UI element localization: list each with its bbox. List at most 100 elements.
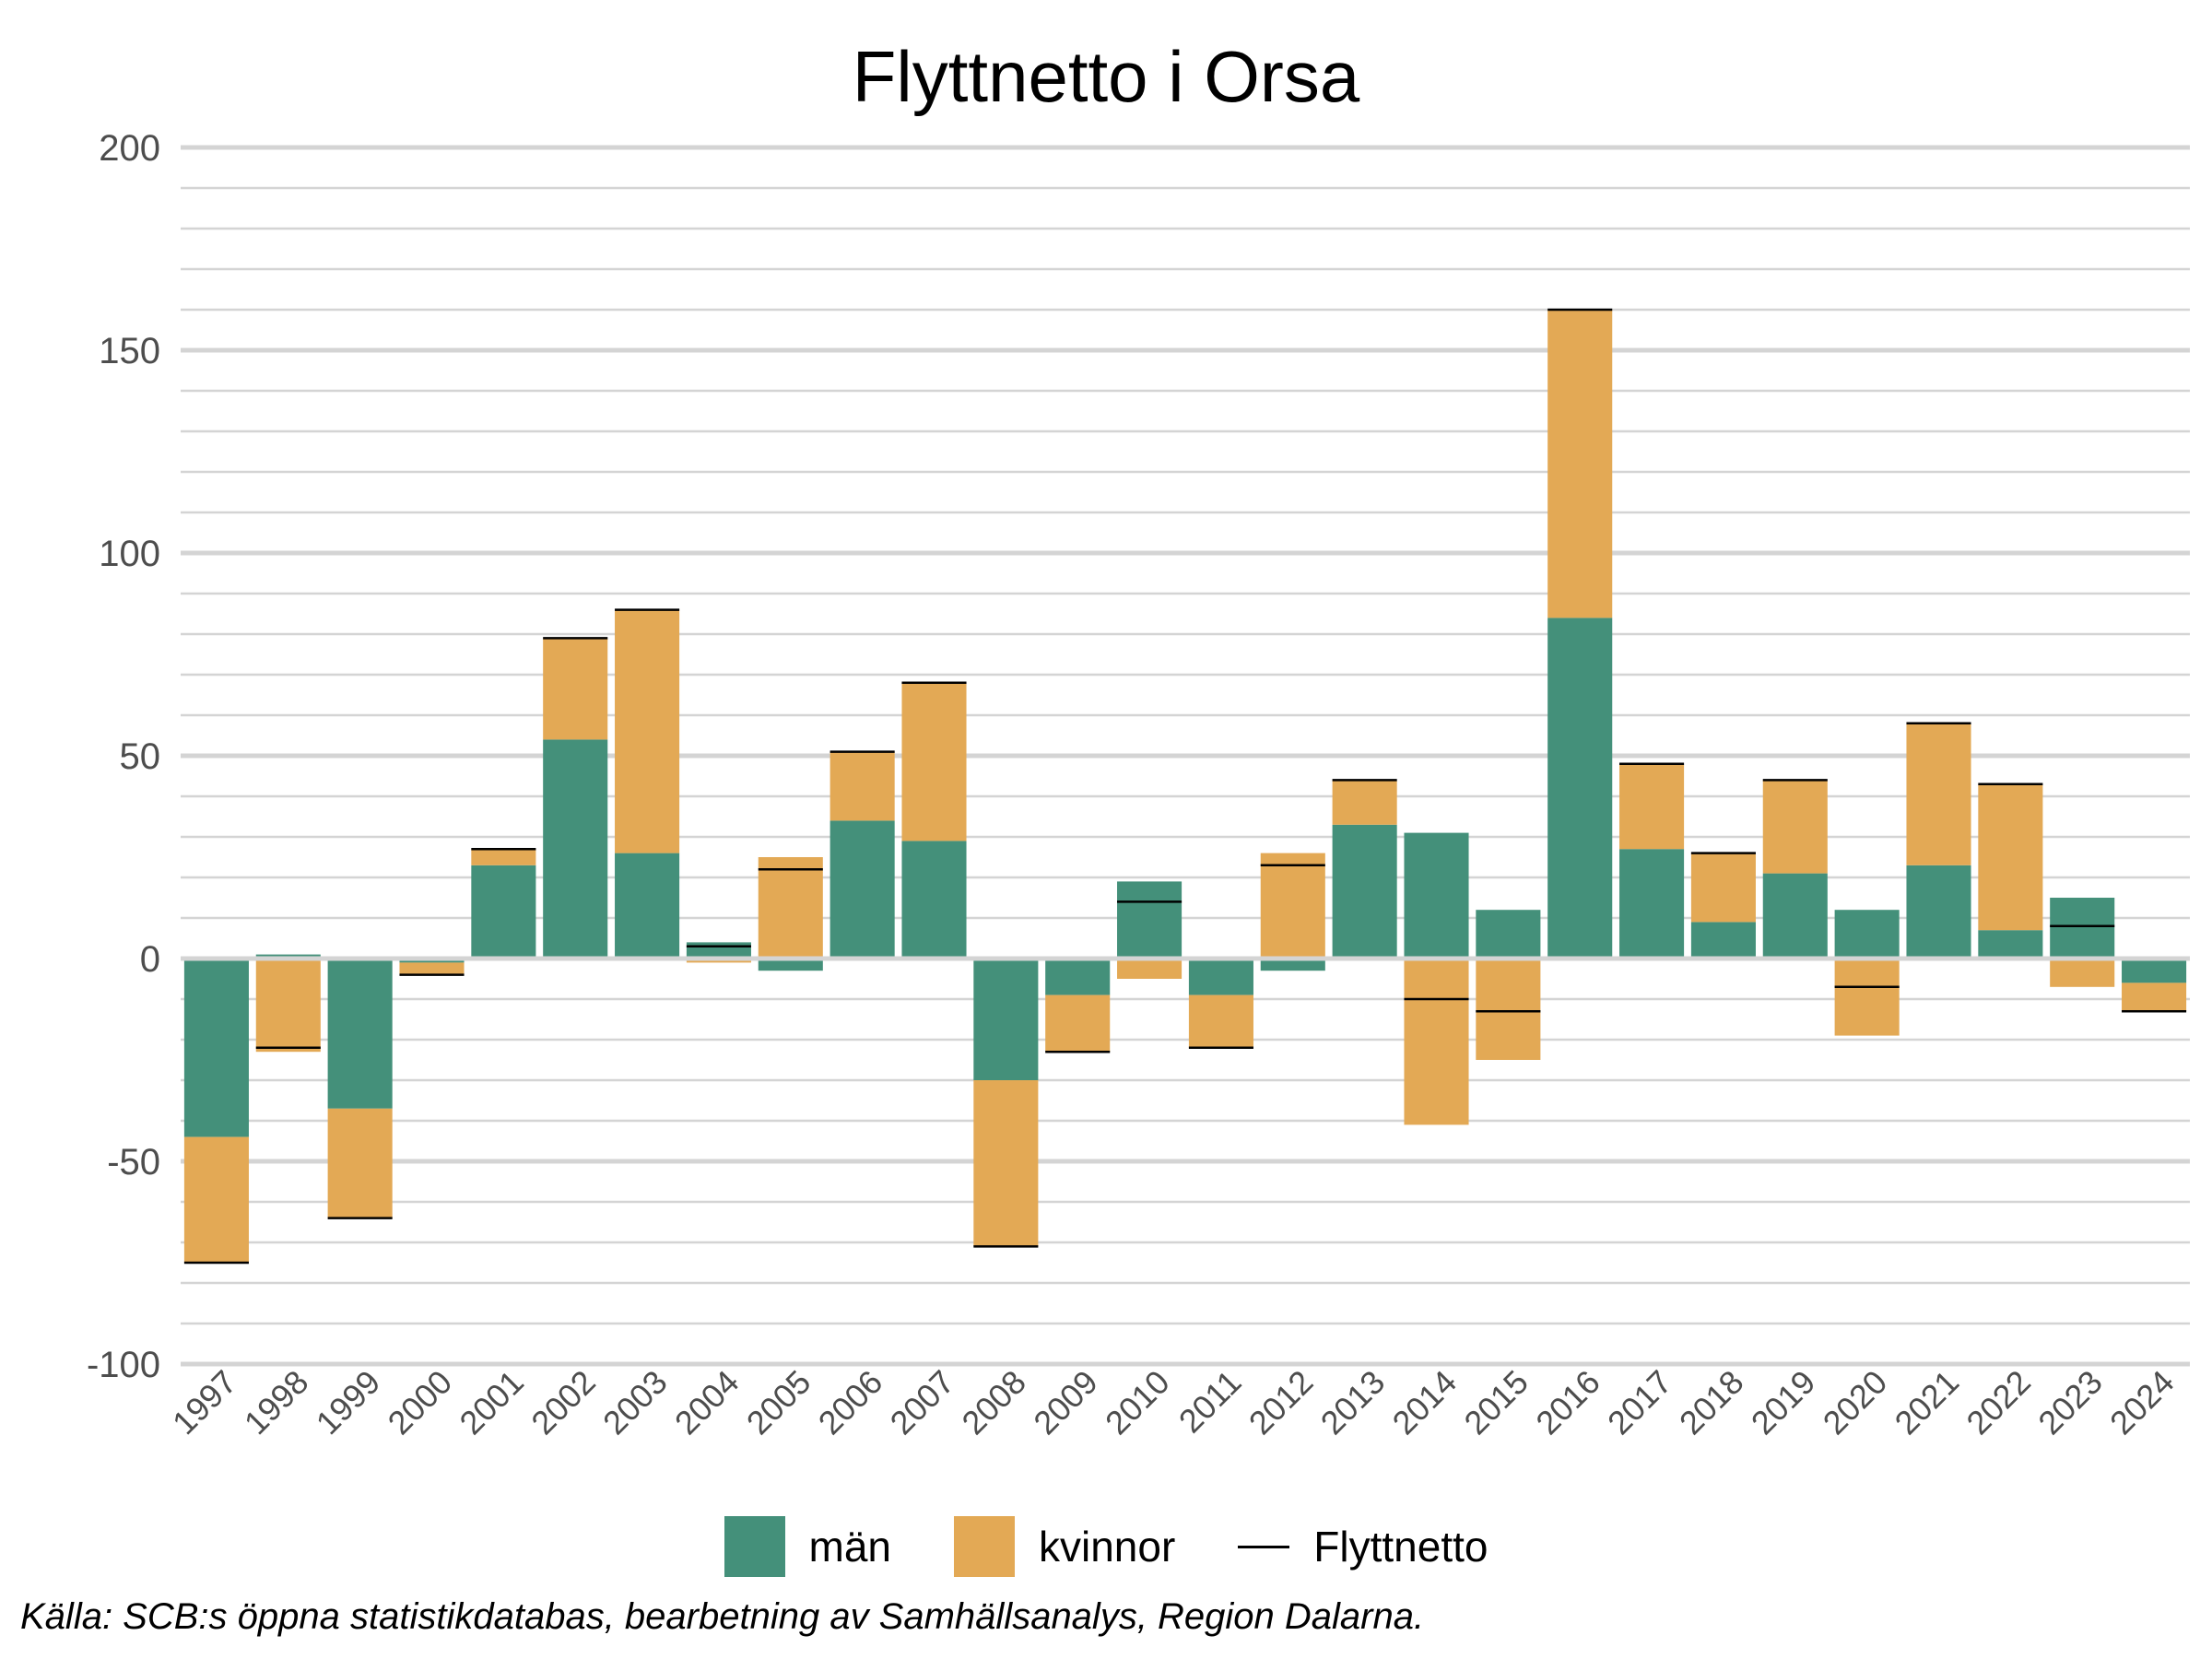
bar-kvinnor [1690,853,1756,923]
x-tick-label: 2022 [1959,1363,2038,1442]
bar-kvinnor [2122,982,2187,1012]
x-tick-label: 2023 [2030,1363,2110,1442]
y-tick-label: 200 [99,128,160,169]
bar-kvinnor [1045,994,1111,1053]
bar-kvinnor [1404,959,1469,1125]
legend-label-kvinnor: kvinnor [1038,1523,1176,1571]
x-tick-label: 2003 [595,1363,675,1442]
x-tick-label: 2018 [1672,1363,1751,1442]
bar-man [471,865,536,959]
x-tick-label: 2024 [2102,1363,2182,1442]
bar-man [973,959,1039,1080]
bar-kvinnor [973,1080,1039,1247]
bar-kvinnor [830,751,895,821]
bar-kvinnor [1762,780,1828,874]
x-tick-label: 2019 [1744,1363,1823,1442]
y-tick-label: -100 [87,1345,160,1385]
bar-kvinnor [1332,780,1397,825]
legend-swatch-flyttnetto [1238,1545,1290,1548]
bar-man [830,820,895,959]
x-tick-label: 2007 [883,1363,962,1442]
bar-man [2122,959,2187,983]
bar-kvinnor [183,1136,249,1263]
bar-kvinnor [1476,959,1541,1060]
legend-swatch-man [724,1516,785,1577]
x-tick-label: 1997 [165,1363,244,1442]
bar-man [1762,873,1828,959]
x-tick-label: 2016 [1528,1363,1607,1442]
x-tick-label: 2010 [1098,1363,1177,1442]
bar-man [1188,959,1253,995]
bar-kvinnor [399,962,465,975]
x-tick-label: 2004 [667,1363,747,1442]
x-tick-label: 1998 [237,1363,316,1442]
x-tick-label: 2021 [1888,1363,1967,1442]
bar-man [1834,910,1900,959]
bar-man [1476,910,1541,959]
bar-kvinnor [1260,853,1325,959]
legend-label-flyttnetto: Flyttnetto [1313,1523,1488,1571]
x-tick-label: 2000 [381,1363,460,1442]
bar-kvinnor [2050,959,2115,987]
bar-kvinnor [255,959,321,1053]
bar-man [543,739,608,959]
legend-item-man: män [724,1516,891,1577]
bar-kvinnor [327,1108,393,1218]
legend-item-flyttnetto: Flyttnetto [1238,1522,1488,1571]
bar-man [615,853,680,959]
bar-kvinnor [615,609,680,853]
x-tick-label: 1999 [309,1363,388,1442]
bar-kvinnor [1906,723,1971,865]
bar-man [901,841,967,959]
x-tick-label: 2014 [1385,1363,1465,1442]
x-tick-label: 2001 [452,1363,531,1442]
bar-kvinnor [1547,310,1613,618]
bar-man [1117,881,1182,959]
bar-man [1690,922,1756,959]
bar-man [1045,959,1111,995]
x-tick-label: 2017 [1600,1363,1679,1442]
x-tick-label: 2008 [954,1363,1033,1442]
bar-kvinnor [1834,959,1900,1036]
bar-man [1906,865,1971,959]
y-tick-label: 100 [99,534,160,574]
x-tick-label: 2012 [1241,1363,1321,1442]
y-tick-label: -50 [107,1142,160,1182]
bar-man [183,959,249,1137]
legend-label-man: män [808,1523,891,1571]
bar-man [1619,849,1685,959]
x-tick-label: 2002 [524,1363,603,1442]
bar-man [1547,618,1613,959]
bar-kvinnor [758,857,823,959]
bar-man [2050,898,2115,959]
source-caption: Källa: SCB:s öppna statistikdatabas, bea… [20,1596,1425,1637]
bar-kvinnor [543,638,608,740]
y-tick-label: 0 [140,939,160,980]
x-tick-label: 2020 [1816,1363,1895,1442]
bar-man [327,959,393,1109]
bar-man [686,942,751,959]
bar-kvinnor [901,682,967,841]
x-tick-label: 2006 [811,1363,890,1442]
x-tick-label: 2005 [739,1363,818,1442]
y-tick-label: 50 [120,736,161,777]
legend: män kvinnor Flyttnetto [0,1516,2212,1577]
bar-kvinnor [1188,994,1253,1048]
bar-kvinnor [1619,763,1685,850]
bar-man [1260,959,1325,971]
x-tick-label: 2015 [1456,1363,1535,1442]
chart-title: Flyttnetto i Orsa [852,36,1360,117]
bar-man [1332,824,1397,959]
x-tick-label: 2013 [1313,1363,1393,1442]
bar-man [1404,832,1469,959]
y-tick-label: 150 [99,331,160,371]
bar-man [758,959,823,971]
legend-swatch-kvinnor [953,1516,1015,1577]
bar-kvinnor [1117,959,1182,979]
bar-kvinnor [1978,783,2043,931]
x-tick-label: 2009 [1026,1363,1105,1442]
bar-man [1978,930,2043,959]
legend-item-kvinnor: kvinnor [953,1516,1176,1577]
x-tick-label: 2011 [1171,1363,1249,1441]
